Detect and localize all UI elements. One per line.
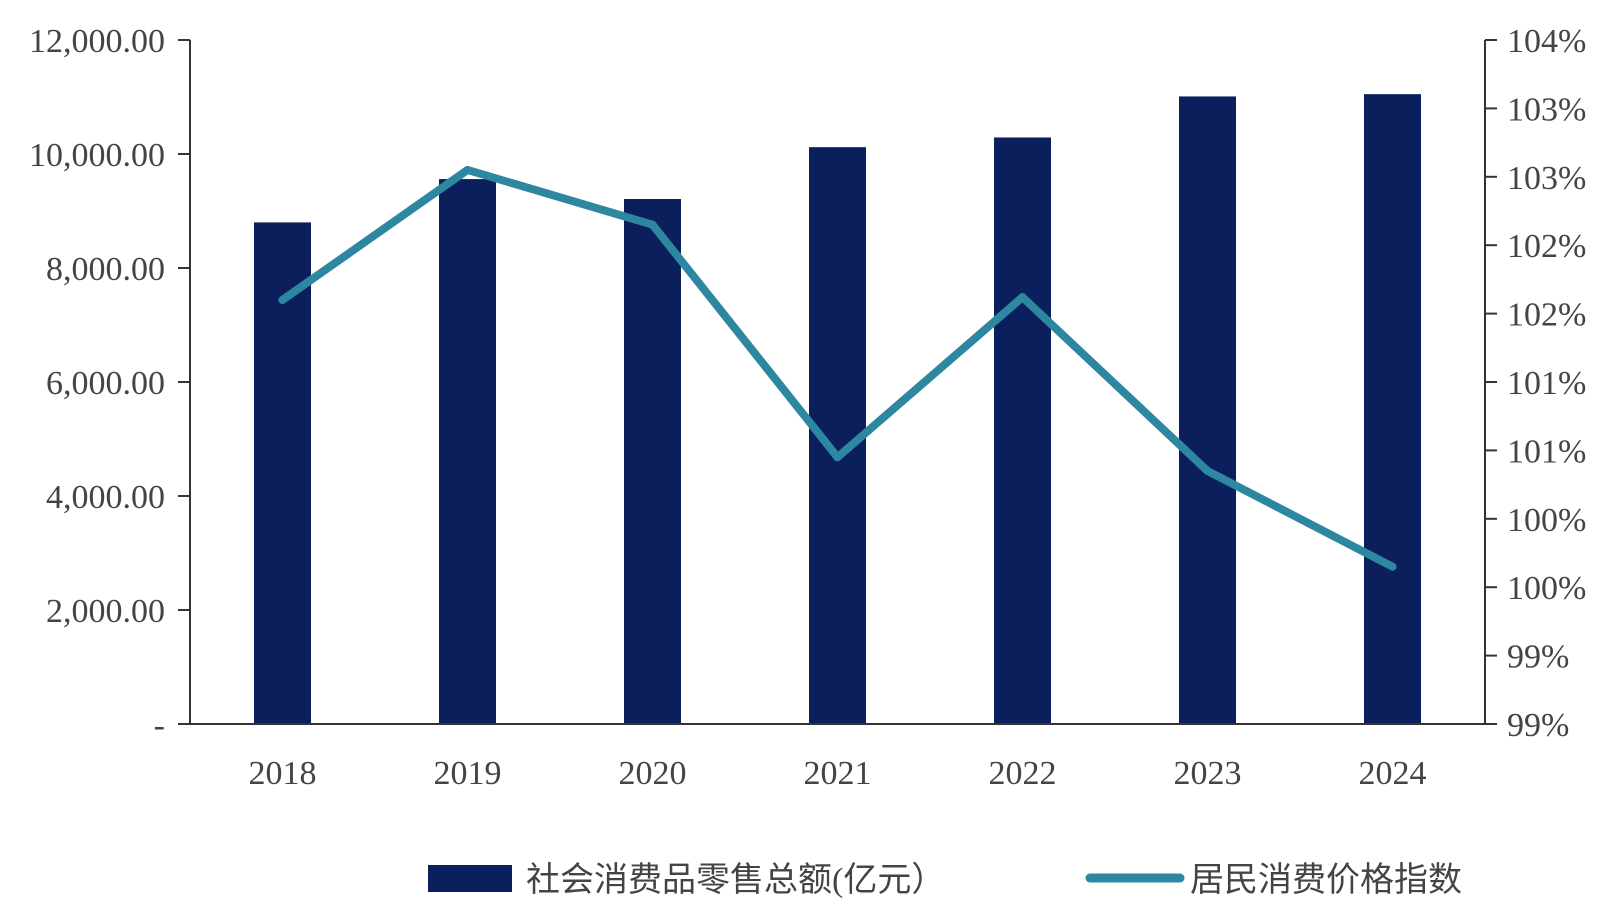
cpi-point-2023 — [1203, 466, 1212, 475]
right-axis-tick-label: 102% — [1507, 297, 1586, 334]
bar-2018 — [254, 222, 311, 724]
x-axis-tick-label: 2024 — [1359, 755, 1427, 792]
right-axis-tick-label: 103% — [1507, 91, 1586, 128]
legend-bar-label: 社会消费品零售总额(亿元） — [526, 861, 945, 899]
right-axis-tick-label: 100% — [1507, 570, 1586, 607]
left-axis-tick-label: 8,000.00 — [46, 251, 165, 288]
right-axis-tick-label: 103% — [1507, 160, 1586, 197]
bar-series — [254, 94, 1421, 725]
cpi-point-2022 — [1018, 293, 1027, 302]
left-axis-tick-label: 4,000.00 — [46, 479, 165, 516]
x-axis-tick-label: 2018 — [249, 755, 317, 792]
right-axis-tick-label: 101% — [1507, 365, 1586, 402]
right-axis-tick-label: 99% — [1507, 639, 1569, 676]
left-axis-tick-label: - — [154, 707, 165, 744]
bar-2024 — [1364, 94, 1421, 724]
right-y-axis: 99% 99% 100% 100% 101% 101% 102% 102% 103% 103% 10… — [1484, 23, 1586, 744]
x-axis-tick-label: 2022 — [989, 755, 1057, 792]
left-axis-tick-label: 12,000.00 — [29, 23, 165, 60]
cpi-point-2020 — [648, 220, 657, 229]
x-axis-tick-label: 2020 — [619, 755, 687, 792]
cpi-point-2019 — [463, 165, 472, 174]
legend-line-label: 居民消费价格指数 — [1190, 861, 1462, 899]
left-axis-tick-label: 6,000.00 — [46, 365, 165, 402]
bar-2023 — [1179, 96, 1236, 725]
right-axis-tick-label: 100% — [1507, 502, 1586, 539]
legend: 社会消费品零售总额(亿元） 居民消费价格指数 — [428, 861, 1462, 899]
cpi-point-2024 — [1388, 562, 1397, 571]
x-axis-tick-label: 2023 — [1174, 755, 1242, 792]
x-axis-tick-label: 2019 — [434, 755, 502, 792]
cpi-point-2018 — [278, 295, 287, 304]
right-axis-tick-label: 101% — [1507, 433, 1586, 470]
x-axis-tick-label: 2021 — [804, 755, 872, 792]
legend-bar-swatch — [428, 865, 512, 892]
left-axis-tick-label: 2,000.00 — [46, 593, 165, 630]
cpi-point-2021 — [833, 453, 842, 462]
x-axis: 2018 2019 2020 2021 2022 2023 2024 — [190, 723, 1485, 792]
bar-2019 — [439, 179, 496, 724]
bar-2020 — [624, 199, 681, 724]
right-axis-tick-label: 102% — [1507, 228, 1586, 265]
right-axis-tick-label: 104% — [1507, 23, 1586, 60]
right-axis-tick-label: 99% — [1507, 707, 1569, 744]
line-series — [278, 165, 1397, 571]
bar-2022 — [994, 137, 1051, 725]
left-axis-tick-label: 10,000.00 — [29, 137, 165, 174]
left-y-axis: - 2,000.00 4,000.00 6,000.00 8,000.00 10,000.… — [29, 23, 191, 744]
